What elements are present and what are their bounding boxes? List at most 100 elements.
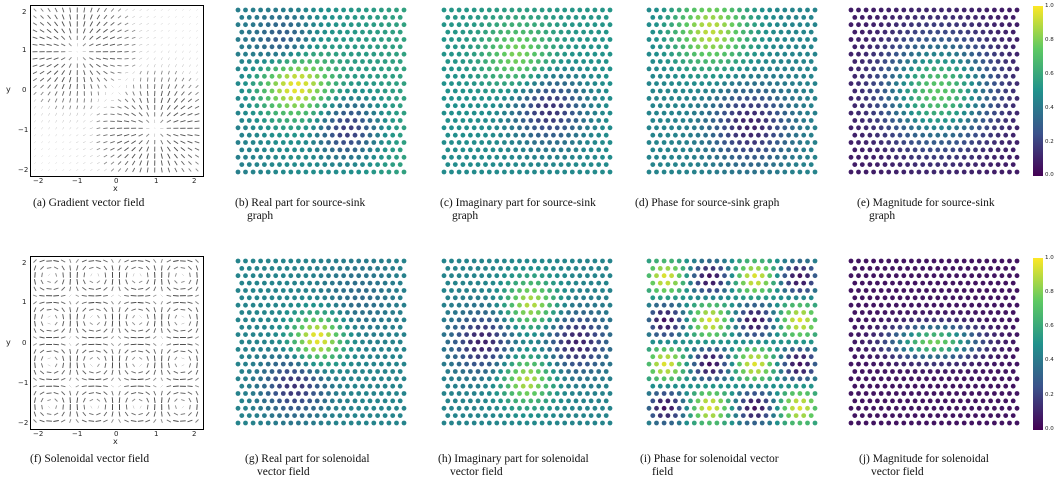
node-dot — [976, 96, 982, 101]
node-dot — [585, 391, 590, 396]
node-dot — [562, 96, 568, 101]
vector-arrow — [82, 35, 86, 41]
node-dot — [269, 73, 275, 79]
node-dot — [725, 162, 731, 168]
vector-arrow — [180, 392, 186, 394]
vector-arrow — [139, 97, 143, 103]
node-dot — [452, 44, 458, 50]
node-dot — [524, 361, 530, 367]
vector-arrow — [138, 119, 143, 123]
node-dot — [912, 310, 918, 315]
node-dot — [345, 88, 350, 94]
node-dot — [737, 391, 742, 396]
vector-arrow — [53, 308, 59, 312]
vector-arrow — [46, 77, 52, 82]
node-dot — [288, 420, 294, 426]
node-dot — [695, 162, 701, 168]
node-dot — [774, 110, 780, 116]
node-dot — [771, 162, 776, 168]
node-dot — [695, 413, 701, 418]
node-dot — [1014, 7, 1020, 13]
node-dot — [243, 302, 248, 308]
node-dot — [1014, 258, 1020, 264]
node-dot — [243, 288, 248, 293]
node-dot — [916, 66, 922, 72]
node-dot — [329, 118, 335, 123]
node-dot — [468, 118, 473, 123]
node-dot — [722, 81, 727, 86]
vector-arrow — [131, 412, 136, 416]
node-dot — [390, 147, 396, 153]
node-dot — [498, 398, 503, 404]
vector-arrow — [83, 120, 86, 123]
node-dot — [243, 317, 248, 323]
vector-arrow — [146, 57, 149, 60]
node-dot — [767, 37, 773, 42]
node-dot — [284, 59, 290, 64]
node-dot — [684, 51, 690, 57]
node-dot — [277, 295, 282, 301]
node-dot — [790, 405, 795, 411]
node-dot — [848, 258, 854, 264]
node-dot — [539, 361, 545, 367]
node-dot — [984, 140, 990, 145]
node-dot — [367, 354, 373, 360]
vector-arrow — [182, 43, 184, 46]
node-dot — [367, 103, 373, 109]
node-dot — [893, 317, 899, 323]
vector-arrow — [137, 378, 144, 380]
node-dot — [505, 103, 511, 109]
node-dot — [577, 273, 583, 279]
vector-arrow — [139, 44, 143, 46]
node-dot — [1003, 266, 1009, 271]
node-dot — [307, 147, 313, 153]
node-dot — [258, 169, 263, 175]
node-dot — [782, 391, 788, 396]
node-dot — [699, 302, 705, 308]
node-dot — [897, 103, 903, 109]
node-dot — [657, 383, 663, 389]
vector-arrow — [83, 76, 86, 83]
vector-arrow — [54, 356, 58, 361]
node-dot — [607, 361, 613, 367]
node-dot — [920, 73, 926, 79]
node-dot — [688, 15, 693, 20]
node-dot — [246, 295, 252, 301]
node-dot — [946, 258, 952, 264]
node-dot — [356, 302, 362, 308]
node-dot — [314, 29, 320, 35]
node-dot — [524, 420, 530, 426]
node-dot — [684, 258, 690, 264]
node-dot — [486, 347, 492, 352]
node-dot — [573, 413, 579, 418]
node-dot — [729, 391, 735, 396]
node-dot — [958, 15, 963, 20]
node-dot — [767, 288, 773, 293]
node-dot — [292, 59, 297, 64]
node-dot — [969, 51, 975, 57]
node-dot — [600, 140, 605, 145]
node-dot — [650, 44, 656, 50]
node-dot — [562, 361, 568, 367]
node-dot — [703, 44, 708, 50]
node-dot — [909, 37, 914, 42]
node-dot — [524, 81, 530, 86]
node-dot — [812, 288, 818, 293]
node-dot — [573, 15, 579, 20]
node-dot — [958, 88, 963, 94]
vector-arrow — [153, 279, 156, 285]
node-dot — [744, 154, 750, 160]
node-dot — [558, 88, 564, 94]
node-dot — [401, 169, 407, 175]
node-dot — [710, 295, 716, 301]
node-dot — [859, 295, 865, 301]
node-dot — [740, 266, 746, 271]
vector-arrow — [117, 36, 122, 40]
node-dot — [363, 361, 369, 367]
node-dot — [699, 391, 705, 396]
node-dot — [718, 73, 724, 79]
node-dot — [733, 295, 739, 301]
node-dot — [284, 295, 290, 301]
node-dot — [311, 288, 316, 293]
node-dot — [307, 310, 313, 315]
